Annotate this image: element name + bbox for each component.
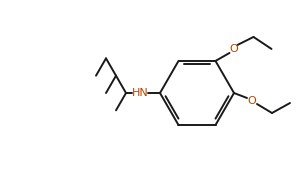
- Text: O: O: [248, 96, 256, 106]
- Text: O: O: [229, 44, 238, 54]
- Text: HN: HN: [132, 88, 148, 98]
